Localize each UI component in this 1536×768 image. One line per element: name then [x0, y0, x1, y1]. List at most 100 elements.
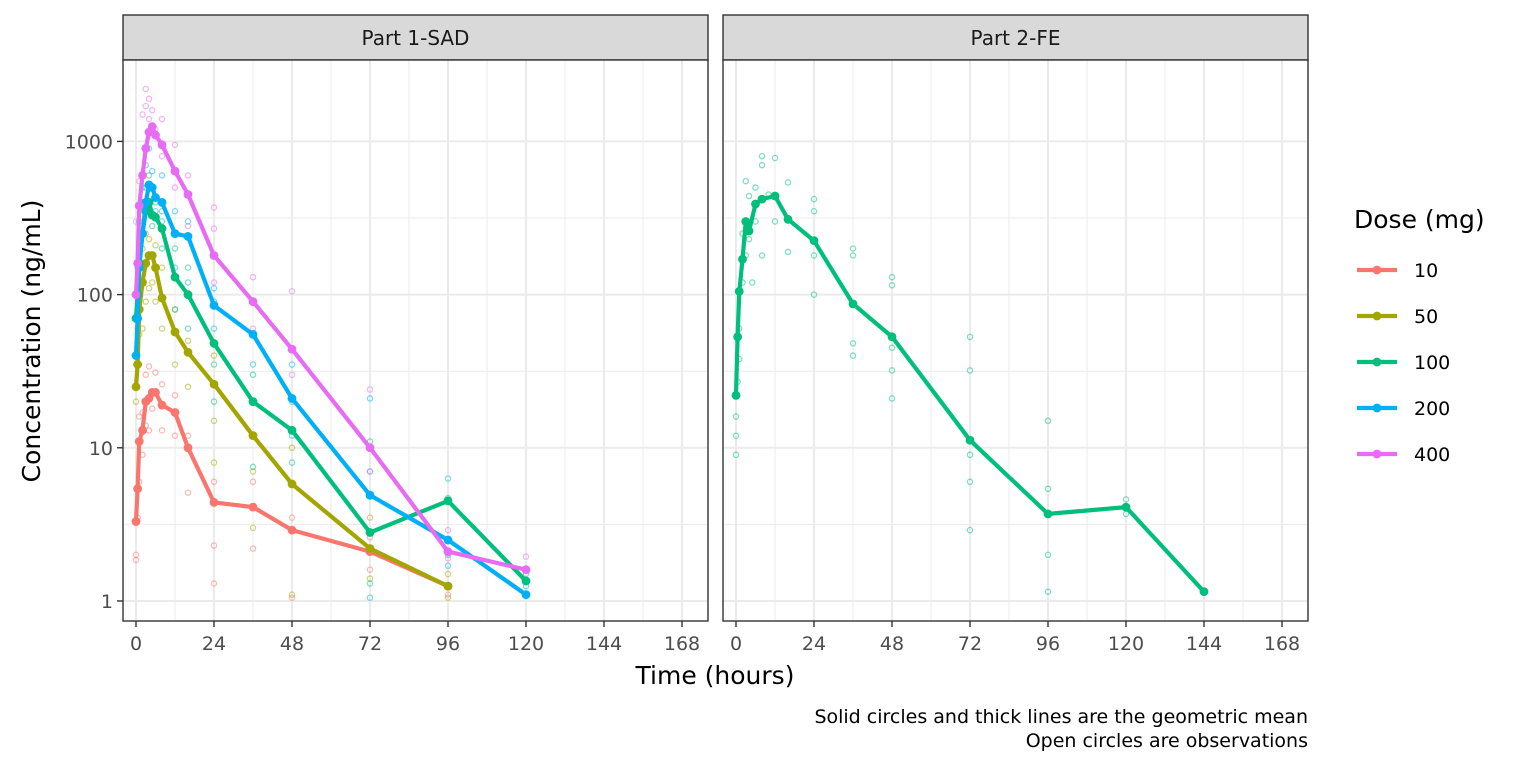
observation-point — [152, 241, 159, 249]
legend-title: Dose (mg) — [1354, 205, 1485, 234]
observation-point — [758, 153, 766, 160]
mean-point — [248, 329, 258, 339]
observation-point — [132, 556, 140, 564]
observation-point — [249, 463, 257, 471]
mean-line-dose-10 — [133, 390, 449, 589]
mean-point — [887, 332, 897, 342]
mean-point — [157, 224, 167, 233]
mean-point — [134, 437, 144, 446]
observation-point — [184, 337, 192, 344]
observation-point — [366, 395, 374, 402]
observation-point — [732, 451, 740, 459]
observation-point — [444, 526, 452, 534]
mean-point — [183, 347, 193, 357]
legend-label: 50 — [1414, 306, 1438, 328]
observation-point — [366, 514, 374, 521]
observation-point — [966, 526, 974, 534]
mean-point — [1199, 587, 1209, 597]
observation-point — [171, 392, 179, 399]
observation-point — [810, 208, 818, 215]
observation-point — [148, 279, 156, 286]
mean-point — [138, 170, 147, 180]
panel-background — [723, 60, 1308, 621]
mean-point — [365, 490, 375, 500]
mean-point — [738, 254, 747, 264]
mean-point — [248, 297, 258, 307]
panel-1-title: Part 1-SAD — [362, 26, 470, 50]
observation-point — [210, 459, 218, 466]
observation-point — [288, 591, 296, 598]
mean-point — [147, 183, 157, 192]
mean-point — [209, 498, 219, 507]
mean-point — [809, 236, 819, 246]
mean-point — [147, 251, 157, 260]
observation-point — [849, 352, 857, 359]
mean-point — [287, 425, 297, 435]
observation-point — [148, 167, 156, 175]
panel-1-data — [131, 85, 531, 601]
observation-point — [888, 282, 896, 289]
mean-point — [443, 535, 453, 545]
observation-point — [184, 383, 192, 391]
observation-point — [732, 432, 740, 439]
panel-1-x-axis: 0 24 48 72 96 120 144 168 — [130, 621, 700, 655]
observation-point — [249, 273, 257, 281]
x-tick-label: 96 — [436, 633, 460, 655]
observation-point — [288, 361, 296, 368]
mean-point — [138, 425, 147, 435]
mean-point — [131, 290, 141, 299]
observation-point — [184, 264, 192, 271]
observation-point — [966, 451, 974, 459]
mean-point — [965, 435, 975, 445]
mean-point — [287, 479, 297, 489]
panel-2-data — [731, 153, 1209, 597]
observation-point — [145, 95, 153, 102]
mean-point — [248, 397, 258, 407]
mean-point — [183, 231, 193, 241]
observation-point — [148, 222, 156, 230]
observation-point — [210, 225, 218, 232]
observation-point — [444, 570, 452, 578]
legend-label: 400 — [1414, 444, 1450, 466]
mean-point — [131, 351, 141, 360]
observation-point — [210, 478, 218, 486]
x-tick-label: 72 — [358, 633, 382, 655]
mean-point — [151, 130, 160, 140]
observation-point — [249, 545, 257, 552]
mean-point — [783, 214, 793, 224]
observation-point — [210, 361, 218, 368]
mean-point — [141, 144, 151, 153]
observation-point — [142, 102, 149, 110]
mean-point — [209, 339, 219, 348]
observation-point — [158, 380, 166, 388]
mean-point — [209, 379, 219, 389]
mean-point — [134, 201, 144, 211]
x-tick-label: 48 — [280, 633, 304, 655]
mean-point — [183, 443, 193, 453]
mean-point — [133, 360, 143, 369]
mean-point — [170, 327, 180, 337]
observation-point — [1044, 417, 1052, 425]
observation-point — [148, 106, 156, 114]
mean-point — [734, 286, 744, 296]
observation-point — [158, 115, 166, 123]
mean-point — [443, 547, 453, 557]
mean-point — [757, 194, 767, 204]
panel-2-x-axis: 0 24 48 72 96 120 144 168 — [730, 621, 1300, 655]
observation-point — [784, 248, 792, 256]
observation-point — [142, 85, 149, 93]
mean-point — [248, 502, 258, 512]
mean-point — [365, 544, 375, 553]
observation-point — [810, 195, 818, 203]
y-tick-label: 10 — [89, 438, 113, 460]
observation-point — [288, 371, 296, 378]
observation-point — [888, 273, 896, 281]
x-tick-label: 168 — [1264, 633, 1300, 655]
legend-key-point — [1372, 449, 1382, 459]
observation-point — [888, 367, 896, 374]
x-tick-label: 0 — [130, 633, 142, 655]
panel-1-border — [122, 59, 709, 622]
observation-point — [249, 524, 257, 532]
mean-point — [751, 199, 760, 209]
mean-point — [770, 191, 780, 201]
